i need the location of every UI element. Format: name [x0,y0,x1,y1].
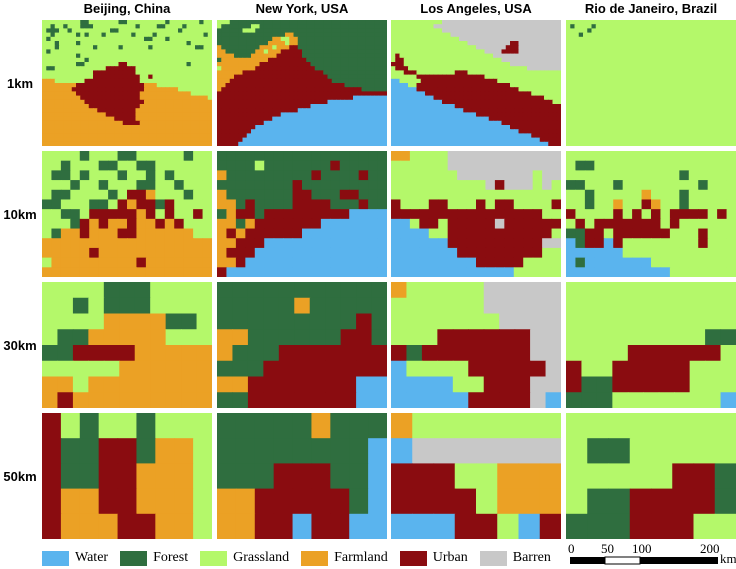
row-label-1km: 1km [6,76,34,91]
scale-tick-100: 100 [632,541,652,556]
map-panel-new-york-10km [217,151,387,277]
scale-tick-200: 200 [700,541,720,556]
legend-item-forest: Forest [120,550,200,566]
scale-bar-graphic [570,556,718,565]
row-label-30km: 30km [3,338,37,353]
legend-label-urban: Urban [432,550,468,565]
legend-item-grassland: Grassland [200,550,301,566]
map-panel-beijing-30km [42,282,212,408]
map-panel-rio-de-janeiro-30km [566,282,736,408]
legend-swatch-urban [399,550,427,566]
legend-label-farmland: Farmland [334,550,388,565]
legend-swatch-farmland [301,550,329,566]
column-title-los-angeles: Los Angeles, USA [420,1,532,16]
legend-label-water: Water [75,550,109,565]
legend-swatch-water [42,550,69,566]
map-panel-los-angeles-30km [391,282,561,408]
scale-tick-50: 50 [601,541,614,556]
scale-unit: km [720,551,736,566]
row-label-50km: 50km [3,469,37,484]
column-title-new-york: New York, USA [255,1,349,16]
map-panel-new-york-30km [217,282,387,408]
map-panel-beijing-10km [42,151,212,277]
row-label-10km: 10km [3,207,37,222]
map-panel-new-york-1km [217,20,387,146]
legend-label-forest: Forest [153,550,189,565]
map-panel-rio-de-janeiro-50km [566,413,736,539]
legend-label-grassland: Grassland [233,550,290,565]
column-title-rio-de-janeiro: Rio de Janeiro, Brazil [584,1,718,16]
legend-swatch-forest [120,550,148,566]
legend-label-barren: Barren [512,550,551,565]
map-panel-rio-de-janeiro-10km [566,151,736,277]
legend-swatch-barren [479,550,507,566]
legend-swatch-grassland [200,550,228,566]
map-panel-new-york-50km [217,413,387,539]
legend-item-urban: Urban [399,550,480,566]
map-panel-los-angeles-50km [391,413,561,539]
scale-bar: 0 50 100 200 km [568,541,736,569]
map-panel-rio-de-janeiro-1km [566,20,736,146]
legend: Water Forest Grassland Farmland Urban Ba… [42,548,563,568]
legend-item-water: Water [42,550,120,566]
map-panel-beijing-1km [42,20,212,146]
map-panel-los-angeles-1km [391,20,561,146]
scale-tick-0: 0 [568,541,575,556]
legend-item-barren: Barren [479,550,563,566]
map-panel-beijing-50km [42,413,212,539]
map-panel-los-angeles-10km [391,151,561,277]
column-title-beijing: Beijing, China [83,1,171,16]
legend-item-farmland: Farmland [301,550,400,566]
